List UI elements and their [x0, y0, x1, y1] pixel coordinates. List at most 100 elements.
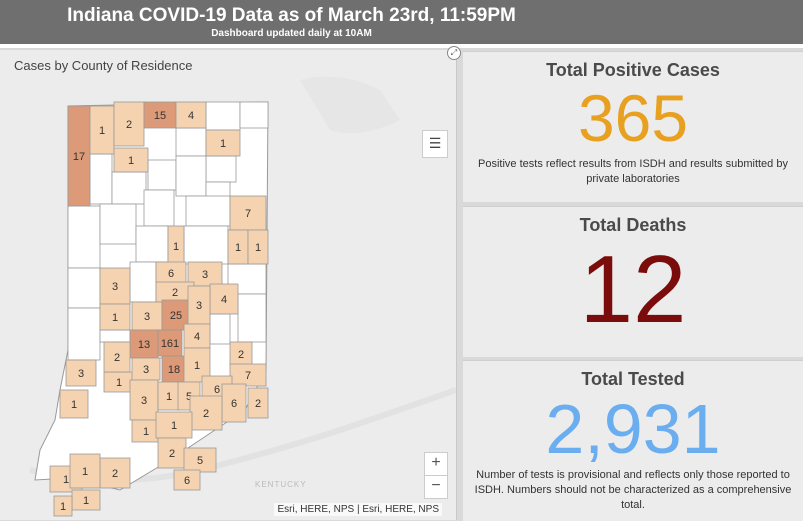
county-shape[interactable] — [209, 283, 239, 315]
county-empty[interactable] — [237, 293, 267, 343]
county-shape[interactable] — [65, 359, 97, 387]
county-shape[interactable] — [99, 303, 131, 331]
county-shape[interactable] — [53, 495, 73, 517]
county-shape[interactable] — [89, 105, 115, 155]
positive-cases-label: Total Positive Cases — [546, 60, 720, 80]
county-case-count: 1 — [220, 138, 226, 150]
header-divider — [0, 44, 803, 48]
county-empty[interactable] — [143, 189, 175, 227]
county-empty[interactable] — [205, 155, 237, 183]
county-shape[interactable] — [69, 453, 101, 489]
county-case-count: 2 — [255, 398, 261, 410]
county-shape[interactable] — [221, 383, 247, 423]
county-case-count: 3 — [202, 269, 208, 281]
county-empty[interactable] — [135, 225, 169, 263]
county-case-count: 2 — [169, 448, 175, 460]
county-shape[interactable] — [161, 299, 191, 331]
county-empty[interactable] — [239, 101, 269, 129]
county-shape[interactable] — [205, 129, 241, 157]
positive-cases-value: 365 — [577, 81, 689, 155]
county-case-count: 1 — [60, 501, 66, 513]
county-case-count: 3 — [144, 311, 150, 323]
county-shape[interactable] — [183, 323, 211, 349]
zoom-out-button[interactable]: − — [424, 475, 448, 499]
county-empty[interactable] — [89, 153, 113, 205]
county-shape[interactable] — [59, 389, 89, 419]
county-case-count: 1 — [116, 377, 122, 389]
county-case-count: 1 — [63, 474, 69, 486]
legend-button[interactable]: ☰ — [422, 130, 448, 158]
deaths-card: Total Deaths 12 — [463, 206, 803, 357]
tested-label: Total Tested — [581, 369, 685, 389]
county-shape[interactable] — [131, 301, 163, 331]
county-empty[interactable] — [129, 261, 157, 303]
zoom-in-button[interactable]: + — [424, 452, 448, 476]
county-empty[interactable] — [209, 313, 231, 345]
county-empty[interactable] — [99, 329, 131, 343]
county-shape[interactable] — [113, 147, 149, 173]
county-empty[interactable] — [99, 203, 137, 245]
county-empty[interactable] — [67, 205, 101, 269]
map-panel[interactable]: Cases by County of Residence KENTUCKY 17… — [0, 50, 457, 520]
county-empty[interactable] — [175, 155, 207, 197]
county-case-count: 2 — [114, 352, 120, 364]
county-case-count: 3 — [143, 364, 149, 376]
county-shape[interactable] — [173, 469, 201, 491]
county-case-count: 1 — [143, 426, 149, 438]
county-case-count: 161 — [161, 338, 179, 350]
county-shape[interactable] — [229, 195, 267, 231]
expand-icon[interactable]: ⤢ — [447, 46, 461, 60]
county-case-count: 18 — [168, 364, 180, 376]
county-empty[interactable] — [67, 307, 101, 361]
county-case-count: 2 — [126, 119, 132, 131]
county-case-count: 5 — [186, 391, 192, 403]
county-shape[interactable] — [129, 379, 159, 421]
county-empty[interactable] — [67, 267, 101, 309]
county-case-count: 6 — [168, 268, 174, 280]
county-case-count: 13 — [138, 339, 150, 351]
county-empty[interactable] — [183, 225, 229, 265]
county-empty[interactable] — [111, 171, 147, 205]
list-icon: ☰ — [428, 135, 442, 151]
county-case-count: 2 — [112, 468, 118, 480]
county-shape[interactable] — [113, 101, 145, 147]
tested-card: Total Tested 2,931 Number of tests is pr… — [463, 360, 803, 521]
county-case-count: 4 — [221, 294, 227, 306]
county-shape[interactable] — [67, 105, 91, 207]
county-shape[interactable] — [247, 229, 269, 265]
county-shape[interactable] — [103, 341, 131, 373]
county-shape[interactable] — [157, 437, 187, 469]
dashboard-header: Indiana COVID-19 Data as of March 23rd, … — [0, 0, 803, 44]
county-case-count: 7 — [245, 370, 251, 382]
county-case-count: 5 — [197, 455, 203, 467]
county-empty[interactable] — [147, 159, 177, 191]
county-shape[interactable] — [155, 411, 193, 439]
map-title: Cases by County of Residence — [14, 58, 193, 73]
county-shape[interactable] — [99, 267, 131, 305]
county-case-count: 6 — [184, 475, 190, 487]
county-case-count: 17 — [73, 151, 85, 163]
county-shape[interactable] — [229, 363, 267, 387]
county-case-count: 3 — [78, 368, 84, 380]
county-empty[interactable] — [205, 101, 241, 131]
county-empty[interactable] — [185, 195, 231, 227]
tested-note: Number of tests is provisional and refle… — [474, 469, 792, 511]
county-case-count: 3 — [112, 281, 118, 293]
county-shape[interactable] — [143, 101, 177, 129]
county-shape[interactable] — [157, 329, 183, 357]
region-label: KENTUCKY — [255, 480, 307, 489]
county-case-count: 1 — [235, 242, 241, 254]
county-shape[interactable] — [189, 395, 223, 431]
county-case-count: 1 — [128, 155, 134, 167]
county-case-count: 2 — [172, 287, 178, 299]
county-case-count: 15 — [154, 110, 166, 122]
map-attribution: Esri, HERE, NPS | Esri, HERE, NPS — [274, 503, 442, 516]
county-case-count: 6 — [231, 398, 237, 410]
county-shape[interactable] — [247, 387, 269, 419]
county-case-count: 3 — [196, 300, 202, 312]
county-case-count: 25 — [170, 310, 182, 322]
county-shape[interactable] — [175, 101, 207, 129]
county-case-count: 1 — [173, 241, 179, 253]
county-empty[interactable] — [175, 127, 207, 157]
